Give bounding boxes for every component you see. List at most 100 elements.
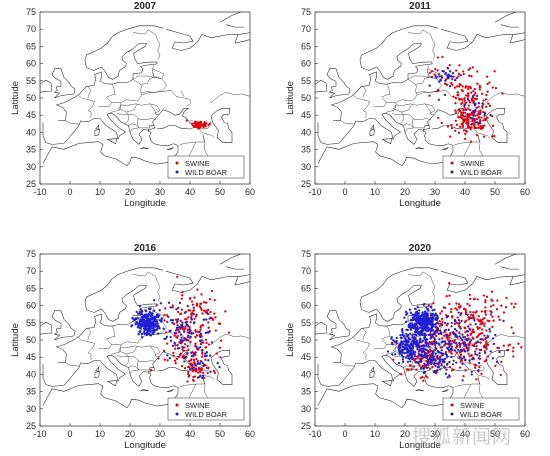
coastline [165,28,250,51]
point-swine [469,297,472,301]
point-wild-boar [168,329,171,333]
point-swine [485,358,488,362]
point-wild-boar [183,337,186,340]
point-wild-boar [154,325,157,328]
point-wild-boar [465,346,468,349]
x-tick-label: 30 [155,429,165,439]
point-wild-boar [474,121,477,124]
point-wild-boar [144,316,147,319]
point-swine [460,113,463,117]
point-wild-boar [473,319,476,322]
point-wild-boar [145,325,148,328]
border-line [454,134,480,146]
point-swine [471,66,475,69]
point-wild-boar [409,326,412,329]
point-wild-boar [140,315,143,319]
point-wild-boar [412,357,415,360]
point-swine [469,333,472,336]
point-wild-boar [403,340,406,343]
border-line [352,336,370,360]
point-wild-boar [139,308,142,311]
point-swine [183,367,187,370]
point-wild-boar [411,336,414,339]
point-wild-boar [457,311,460,314]
point-wild-boar [169,339,173,342]
point-wild-boar [195,345,198,348]
point-wild-boar [484,337,487,341]
point-wild-boar [153,315,157,318]
point-wild-boar [447,76,450,80]
point-wild-boar [452,330,455,334]
point-wild-boar [409,311,412,314]
point-wild-boar [430,326,433,329]
point-swine [467,343,470,346]
point-wild-boar [140,310,144,313]
point-wild-boar [436,321,439,324]
point-wild-boar [416,325,419,329]
point-swine [203,309,206,312]
point-wild-boar [475,94,479,98]
y-tick-label: 30 [26,404,36,414]
point-wild-boar [138,305,141,308]
coastline [42,108,196,145]
point-wild-boar [139,312,142,315]
point-swine [455,321,459,325]
point-swine [475,310,478,313]
point-swine [181,294,184,297]
border-line [87,328,92,340]
point-swine [392,358,395,361]
point-swine [438,319,441,323]
point-wild-boar [417,352,420,355]
point-swine [479,125,482,128]
point-swine [433,73,436,76]
point-wild-boar [425,344,428,347]
coastline [440,28,525,51]
coastline [415,389,424,392]
point-swine [163,358,166,361]
point-wild-boar [441,340,444,343]
coastline [370,366,375,372]
point-wild-boar [433,308,436,311]
point-swine [450,321,453,325]
point-wild-boar [411,325,415,328]
point-wild-boar [140,332,144,335]
point-swine [455,302,458,305]
point-wild-boar [470,370,473,374]
border-line [464,362,485,371]
x-tick-label: 0 [67,429,72,439]
point-wild-boar [459,327,462,330]
point-wild-boar [409,324,412,328]
point-wild-boar [394,353,397,356]
point-wild-boar [190,351,193,354]
point-wild-boar [411,345,415,349]
coastline [326,68,351,99]
point-swine [418,364,421,367]
border-line [149,103,161,114]
point-swine [445,295,448,298]
point-wild-boar [421,364,424,368]
point-wild-boar [415,339,418,342]
point-wild-boar [433,369,437,373]
point-swine [454,129,457,133]
point-swine [194,123,198,126]
point-wild-boar [439,78,442,81]
point-swine [174,318,178,321]
point-wild-boar [430,313,433,317]
y-tick-label: 45 [301,352,311,362]
point-swine [436,56,439,59]
point-swine [194,351,197,354]
point-swine [199,302,202,306]
y-tick-label: 60 [26,301,36,311]
coastline [369,128,375,137]
point-swine [486,82,489,86]
point-swine [173,322,176,326]
point-swine [457,116,461,119]
coastline [382,380,393,387]
point-wild-boar [457,348,460,351]
point-wild-boar [418,358,421,361]
point-wild-boar [201,361,205,365]
point-wild-boar [421,311,424,314]
point-swine [483,322,486,325]
point-wild-boar [458,356,461,359]
point-wild-boar [455,361,458,364]
